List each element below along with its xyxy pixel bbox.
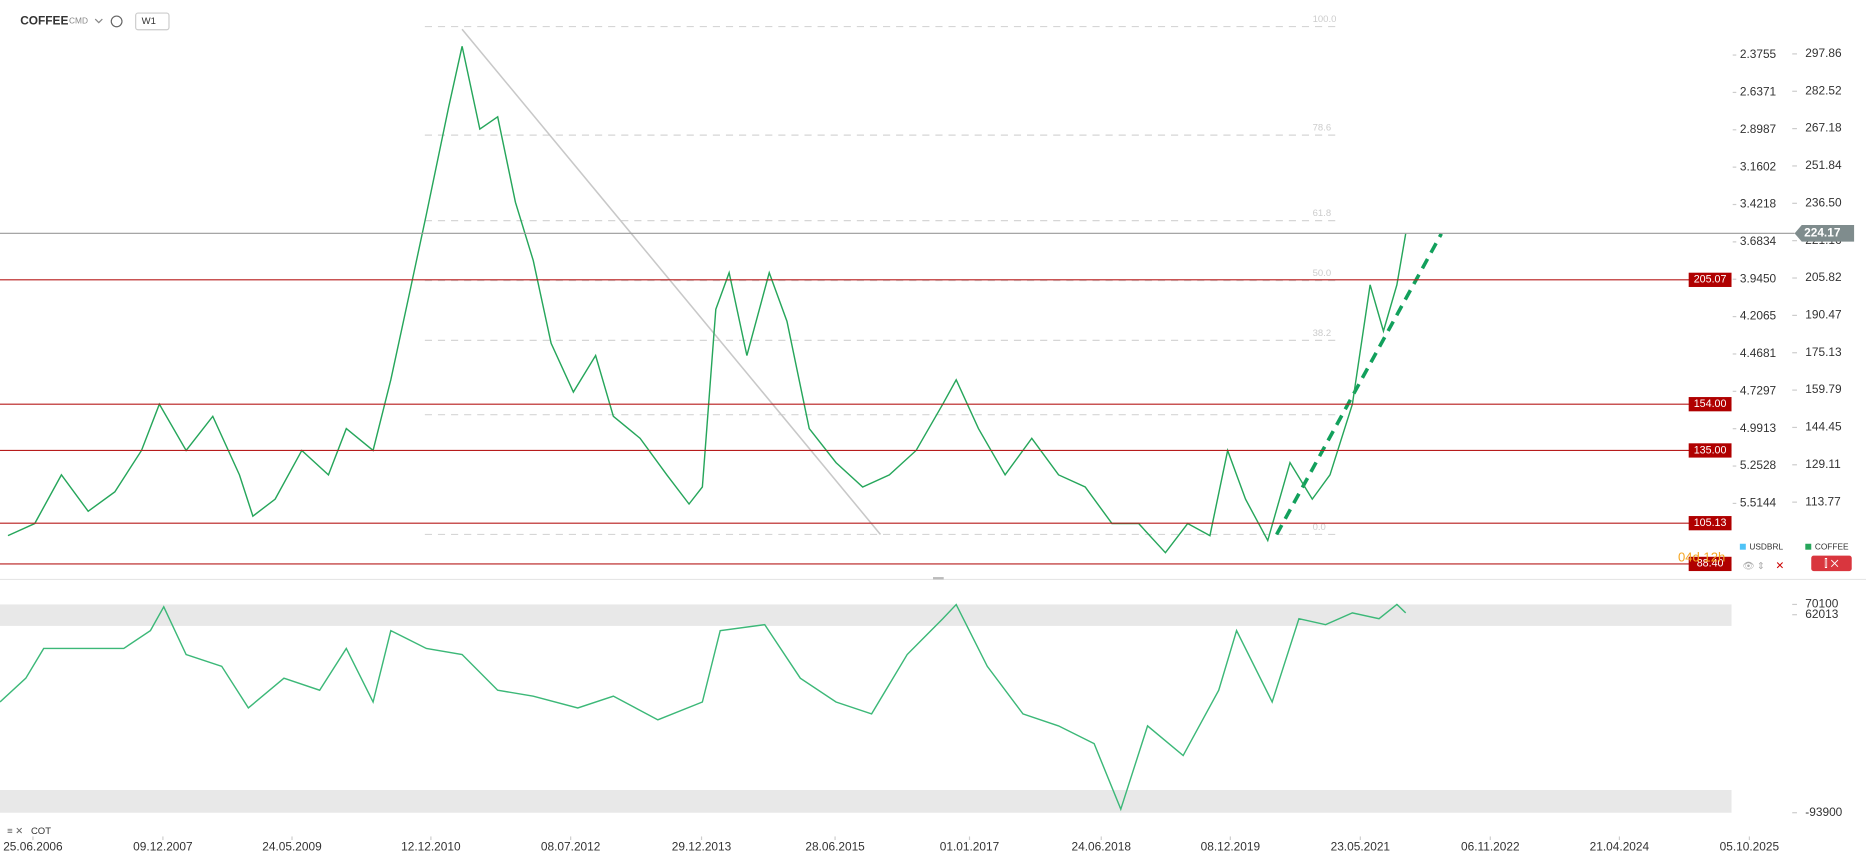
last-price-label: 224.17 [1804, 225, 1841, 239]
indicator-name: COT [31, 826, 51, 837]
pane-close[interactable]: ✕ [1776, 560, 1785, 572]
level-label: 154.00 [1694, 398, 1727, 410]
level-tag [1688, 556, 1732, 572]
y2-tick-label: 5.5144 [1740, 496, 1777, 510]
series-line [7, 46, 1407, 554]
fib-label: 61.8 [1313, 208, 1332, 219]
x-tick-label: 29.12.2013 [672, 839, 732, 853]
y2-tick-label: 4.7297 [1740, 383, 1776, 397]
remove-button-icon[interactable]: ⫿ ✕ [1824, 558, 1839, 570]
y-tick-label: 144.45 [1805, 420, 1842, 434]
level-label: 88.40 [1697, 558, 1724, 570]
y2-tick-label: 4.2065 [1740, 309, 1777, 323]
y2-tick-label: 3.4218 [1740, 197, 1777, 211]
level-tag [1688, 397, 1732, 412]
y-tick-label: 297.86 [1805, 46, 1842, 60]
x-tick-label: 25.06.2006 [3, 839, 63, 853]
y-tick-label: -93900 [1805, 805, 1842, 819]
zone-band [0, 604, 1732, 626]
zone-band [0, 789, 1732, 813]
fib-label: 78.6 [1313, 123, 1332, 134]
level-label: 205.07 [1694, 274, 1727, 286]
x-tick-label: 06.11.2022 [1461, 839, 1520, 853]
info-icon[interactable] [110, 15, 123, 28]
x-tick-label: 12.12.2010 [401, 839, 461, 853]
y2-tick-label: 4.9913 [1740, 421, 1777, 435]
fib-label: 100.0 [1313, 14, 1337, 25]
series-line [0, 603, 1407, 812]
y2-tick-label: 2.6371 [1740, 85, 1777, 99]
y-tick-label: 159.79 [1805, 382, 1842, 396]
y-tick-label: 267.18 [1805, 121, 1842, 135]
x-tick-label: 08.07.2012 [541, 839, 600, 853]
level-tag [1688, 443, 1732, 458]
legend-swatch [1739, 543, 1746, 550]
remove-button[interactable] [1811, 555, 1852, 572]
legend-label: USDBRL [1749, 542, 1783, 552]
x-tick-label: 05.10.2025 [1720, 839, 1780, 853]
dropdown-icon[interactable] [94, 18, 103, 24]
y2-tick-label: 2.8987 [1740, 122, 1776, 136]
level-label: 135.00 [1694, 444, 1727, 456]
interval-box[interactable] [135, 12, 170, 31]
fib-label: 0.0 [1313, 522, 1326, 533]
level-tag [1688, 516, 1732, 531]
fib-label: 50.0 [1313, 268, 1332, 279]
y-tick-label: 70100 [1805, 597, 1838, 611]
trendline [1275, 232, 1443, 536]
y-tick-label: 205.82 [1805, 270, 1841, 284]
interval[interactable]: W1 [142, 16, 156, 27]
y2-tick-label: 2.3755 [1740, 47, 1777, 61]
y2-tick-label: 3.6834 [1740, 234, 1777, 248]
legend-label: COFFEE [1815, 542, 1849, 552]
y-tick-label: 282.52 [1805, 83, 1841, 97]
symbol[interactable]: COFFEE [20, 14, 68, 28]
x-tick-label: 28.06.2015 [805, 839, 865, 853]
y-tick-label: 129.11 [1805, 457, 1841, 471]
x-tick-label: 24.05.2009 [262, 839, 322, 853]
indicator-icons[interactable]: ≡ ✕ [7, 826, 23, 837]
pane-controls[interactable]: 👁 ⇕ [1742, 561, 1765, 572]
x-tick-label: 08.12.2019 [1201, 839, 1261, 853]
y-tick-label: 175.13 [1805, 345, 1842, 359]
y2-tick-label: 5.2528 [1740, 458, 1777, 472]
x-tick-label: 01.01.2017 [940, 839, 999, 853]
level-tag [1688, 272, 1732, 287]
y-tick-label: 190.47 [1805, 308, 1841, 322]
symbol-class: CMD [69, 16, 88, 26]
countdown: 04d 12h [1678, 549, 1725, 564]
y-tick-label: 251.84 [1805, 158, 1842, 172]
level-label: 105.13 [1694, 517, 1727, 529]
y-tick-label: 236.50 [1805, 195, 1842, 209]
x-tick-label: 24.06.2018 [1072, 839, 1132, 853]
y2-tick-label: 4.4681 [1740, 346, 1777, 360]
last-price-tag [1794, 225, 1855, 242]
x-tick-label: 09.12.2007 [133, 839, 192, 853]
pane-handle[interactable] [933, 577, 944, 580]
y2-tick-label: 3.9450 [1740, 271, 1777, 285]
legend-swatch [1805, 543, 1812, 550]
x-tick-label: 23.05.2021 [1331, 839, 1391, 853]
y-tick-label: 113.77 [1805, 494, 1840, 508]
x-tick-label: 21.04.2024 [1590, 839, 1650, 853]
y2-tick-label: 3.1602 [1740, 159, 1776, 173]
fib-label: 38.2 [1313, 328, 1332, 339]
y-tick-label: 62013 [1805, 607, 1838, 621]
